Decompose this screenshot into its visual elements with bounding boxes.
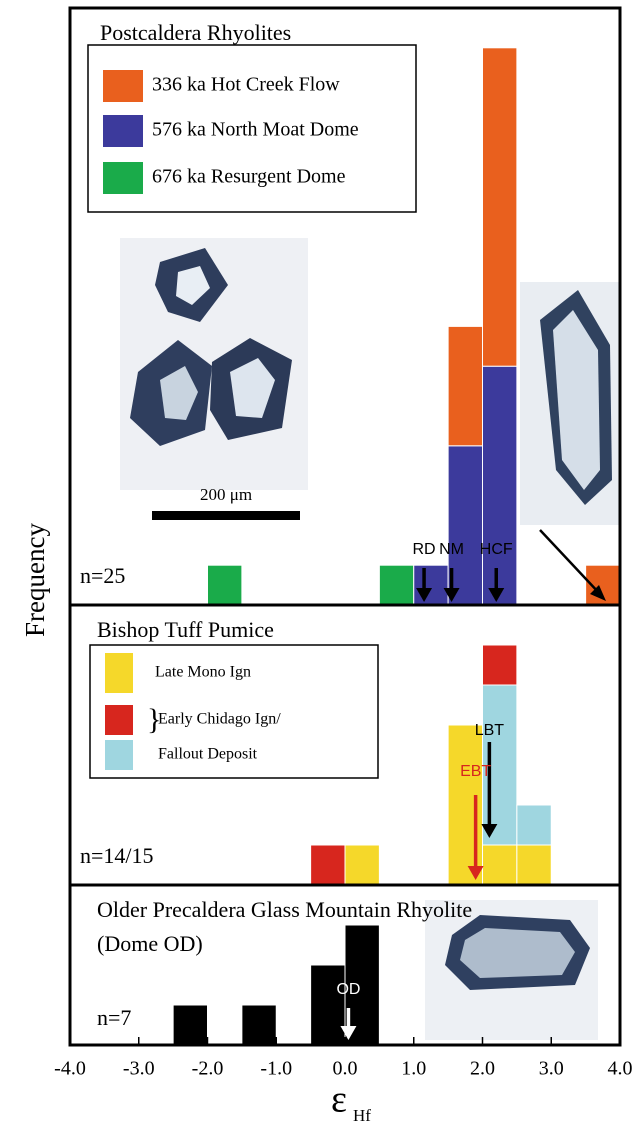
legend-label: 336 ka Hot Creek Flow xyxy=(152,74,340,96)
arrow-label: HCF xyxy=(480,541,513,558)
x-axis-label: ε xyxy=(331,1079,347,1121)
arrow-head xyxy=(340,1026,357,1040)
zircon-photo xyxy=(520,282,620,525)
arrow-label: NM xyxy=(439,541,464,558)
legend-swatch xyxy=(105,740,133,770)
legend-swatch xyxy=(103,70,143,102)
scale-bar-label: 200 μm xyxy=(200,485,252,504)
panel-title: Bishop Tuff Pumice xyxy=(97,617,274,642)
bar xyxy=(482,47,518,367)
arrow-head xyxy=(467,866,484,880)
arrow-label: OD xyxy=(336,981,360,998)
legend-label: 576 ka North Moat Dome xyxy=(152,119,359,141)
x-tick-label: -3.0 xyxy=(123,1058,155,1080)
bar xyxy=(344,844,380,886)
bar xyxy=(447,325,483,447)
legend-swatch xyxy=(105,705,133,735)
pointer-arrow xyxy=(539,529,601,595)
sample-count: n=7 xyxy=(97,1005,131,1030)
bar xyxy=(310,964,346,1046)
arrow-label: RD xyxy=(413,541,436,558)
x-axis-label-subscript: Hf xyxy=(353,1106,371,1125)
legend-swatch xyxy=(103,162,143,194)
x-tick-label: 1.0 xyxy=(401,1058,426,1080)
bar xyxy=(344,924,380,1046)
zircon-photo xyxy=(120,238,308,490)
legend-brace: } xyxy=(147,703,161,736)
x-tick-label: 0.0 xyxy=(333,1058,358,1080)
x-tick-label: -1.0 xyxy=(260,1058,292,1080)
panel-subtitle: (Dome OD) xyxy=(97,931,203,956)
x-tick-label: 3.0 xyxy=(539,1058,564,1080)
zircon-photo xyxy=(425,900,598,1040)
legend-swatch xyxy=(103,115,143,147)
arrow-head xyxy=(481,824,498,838)
x-tick-label: -2.0 xyxy=(192,1058,224,1080)
bar xyxy=(482,844,518,886)
bar xyxy=(482,365,518,606)
x-tick-label: -4.0 xyxy=(54,1058,86,1080)
legend-swatch xyxy=(105,653,133,693)
arrow-head xyxy=(443,588,460,602)
panel-title: Older Precaldera Glass Mountain Rhyolite xyxy=(97,897,472,922)
y-axis-label: Frequency xyxy=(20,523,50,637)
bar xyxy=(516,844,552,886)
arrow-label: LBT xyxy=(475,722,505,739)
bar xyxy=(172,1004,208,1046)
x-tick-label: 4.0 xyxy=(608,1058,633,1080)
sample-count: n=25 xyxy=(80,563,125,588)
arrow-label: EBT xyxy=(460,763,491,780)
bar xyxy=(310,844,346,886)
legend-label: Fallout Deposit xyxy=(158,746,258,763)
legend-label: 676 ka Resurgent Dome xyxy=(152,166,346,188)
bar xyxy=(378,564,415,606)
bar xyxy=(447,445,483,606)
x-tick-label: 2.0 xyxy=(470,1058,495,1080)
arrow-head xyxy=(416,588,433,602)
bar xyxy=(207,564,243,606)
scale-bar xyxy=(152,511,300,520)
bar xyxy=(516,804,552,846)
legend-box xyxy=(89,644,379,779)
arrow-head xyxy=(488,588,505,602)
legend-label: Early Chidago Ign/ xyxy=(158,711,281,728)
panel-title: Postcaldera Rhyolites xyxy=(100,20,291,45)
bar xyxy=(482,644,518,686)
pointer-arrow-head xyxy=(590,585,606,601)
bar xyxy=(413,564,449,606)
bar xyxy=(241,1004,277,1046)
sample-count: n=14/15 xyxy=(80,843,154,868)
legend-label: Late Mono Ign xyxy=(155,664,251,681)
